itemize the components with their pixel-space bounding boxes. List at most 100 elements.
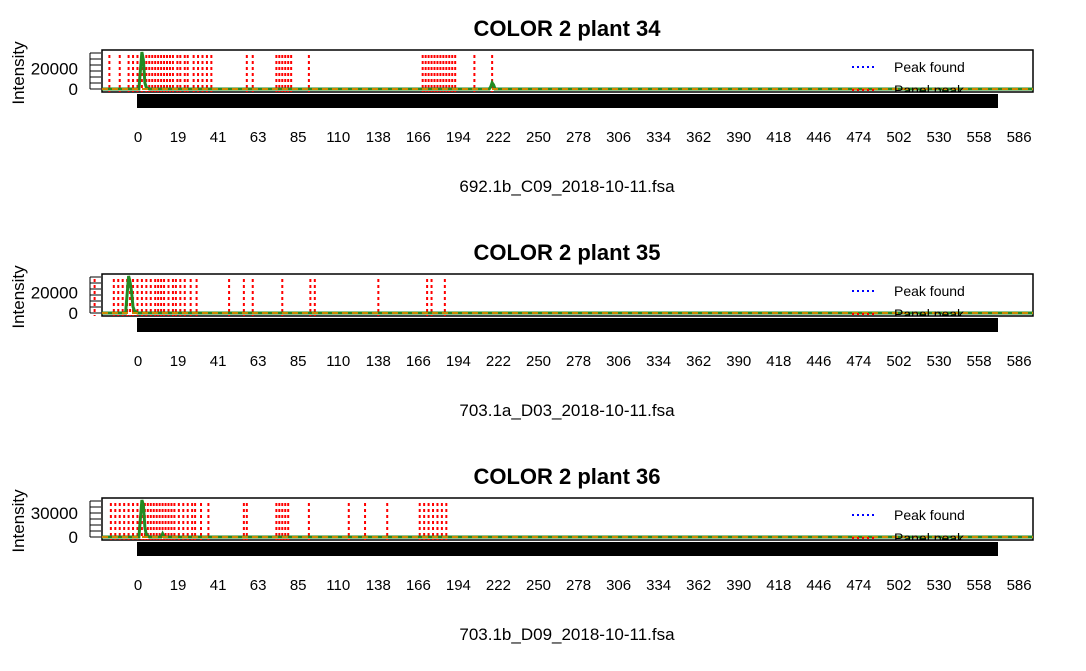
legend-label: Panel peak [894,530,965,546]
legend: Peak found Panel peak [852,507,965,546]
x-tick-label: 446 [806,353,831,370]
x-tick-label: 334 [646,353,671,370]
x-tick-label: 586 [1007,353,1032,370]
y-tick-label: 0 [69,80,78,99]
x-tick-label: 306 [606,353,631,370]
y-tick-label: 0 [69,528,78,547]
y-tick-label: 30000 [31,504,78,523]
x-tick-label: 85 [290,129,307,146]
x-tick-label: 530 [926,129,951,146]
x-tick-label: 474 [846,353,871,370]
x-tick-label: 418 [766,129,791,146]
x-tick-label: 362 [686,577,711,594]
x-tick-label: 110 [326,129,350,146]
legend-label: Peak found [894,59,965,75]
x-tick-label: 63 [250,353,267,370]
x-tick-label: 278 [566,353,591,370]
x-tick-label: 110 [326,577,350,594]
x-tick-label: 446 [806,129,831,146]
x-tick-label: 474 [846,129,871,146]
legend-label: Peak found [894,283,965,299]
chart-title: COLOR 2 plant 35 [473,240,660,265]
x-tick-label: 306 [606,577,631,594]
x-tick-label: 250 [526,577,551,594]
legend-items: Peak found Panel peak [852,59,965,98]
x-tick-label: 530 [926,577,951,594]
x-tick-label: 222 [486,577,511,594]
panel-2: COLOR 2 plant 35 Intensity 703.1a_D03_20… [9,240,1034,420]
legend: Peak found Panel peak [852,59,965,98]
plot-box [101,497,1034,541]
x-tick-label: 306 [606,129,631,146]
y-tick-label: 20000 [31,283,78,302]
x-tick-label: 166 [406,353,431,370]
x-tick-label: 530 [926,353,951,370]
x-tick-label: 138 [366,129,391,146]
legend-label: Peak found [894,507,965,523]
x-tick-label: 41 [210,577,227,594]
y-axis-label: Intensity [9,489,28,553]
x-tick-label: 362 [686,353,711,370]
x-tick-label: 502 [886,353,911,370]
x-tick-label: 586 [1007,129,1032,146]
x-axis-label: 703.1a_D03_2018-10-11.fsa [459,401,675,420]
signal-trace [102,275,1033,315]
x-tick-label: 390 [726,577,751,594]
plot-box [101,273,1034,317]
x-tick-band [137,94,998,108]
plot-box [101,49,1034,93]
x-tick-label: 19 [170,577,187,594]
legend-items: Peak found Panel peak [852,507,965,546]
x-axis: 0 19 41 63 85 110 138 166 194 222 250 278 306 334 362 3… [134,542,1032,594]
x-tick-label: 194 [446,353,471,370]
signal-trace [102,499,1033,539]
x-tick-label: 250 [526,353,551,370]
x-tick-label: 334 [646,577,671,594]
legend-label: Panel peak [894,306,965,322]
x-axis: 0 19 41 63 85 110 138 166 194 222 250 278 306 334 362 3… [134,318,1032,370]
x-tick-label: 586 [1007,577,1032,594]
y-tick-label: 0 [69,304,78,323]
x-tick-label: 41 [210,129,227,146]
legend-items: Peak found Panel peak [852,283,965,322]
x-tick-band [137,542,998,556]
y-axis: 0 20000 [31,276,101,323]
x-axis-label: 703.1b_D09_2018-10-11.fsa [459,625,675,644]
x-tick-label: 194 [446,577,471,594]
x-tick-label: 63 [250,129,267,146]
y-axis-label: Intensity [9,265,28,329]
x-tick-label: 0 [134,129,142,146]
panel-peak-lines [109,503,448,540]
panel-3: COLOR 2 plant 36 Intensity 703.1b_D09_20… [9,464,1034,644]
x-tick-label: 138 [366,353,391,370]
x-tick-label: 390 [726,353,751,370]
x-tick-label: 418 [766,353,791,370]
x-tick-label: 558 [967,577,992,594]
y-axis: 0 20000 [31,52,101,99]
legend-label: Panel peak [894,82,965,98]
x-tick-label: 278 [566,577,591,594]
x-tick-label: 85 [290,353,307,370]
y-axis: 0 30000 [31,500,101,547]
x-tick-label: 558 [967,353,992,370]
panel-peak-lines [93,279,446,316]
x-tick-label: 194 [446,129,471,146]
x-tick-label: 85 [290,577,307,594]
x-tick-label: 110 [326,353,350,370]
y-axis-label: Intensity [9,41,28,105]
x-tick-label: 19 [170,129,187,146]
x-tick-label: 250 [526,129,551,146]
x-tick-label: 63 [250,577,267,594]
x-tick-label: 474 [846,577,871,594]
x-tick-label: 0 [134,353,142,370]
chart-title: COLOR 2 plant 34 [473,16,661,41]
x-tick-label: 446 [806,577,831,594]
x-tick-label: 502 [886,129,911,146]
x-tick-band [137,318,998,332]
legend: Peak found Panel peak [852,283,965,322]
signal-trace [102,51,1033,91]
x-tick-label: 418 [766,577,791,594]
x-tick-label: 222 [486,353,511,370]
x-tick-label: 390 [726,129,751,146]
